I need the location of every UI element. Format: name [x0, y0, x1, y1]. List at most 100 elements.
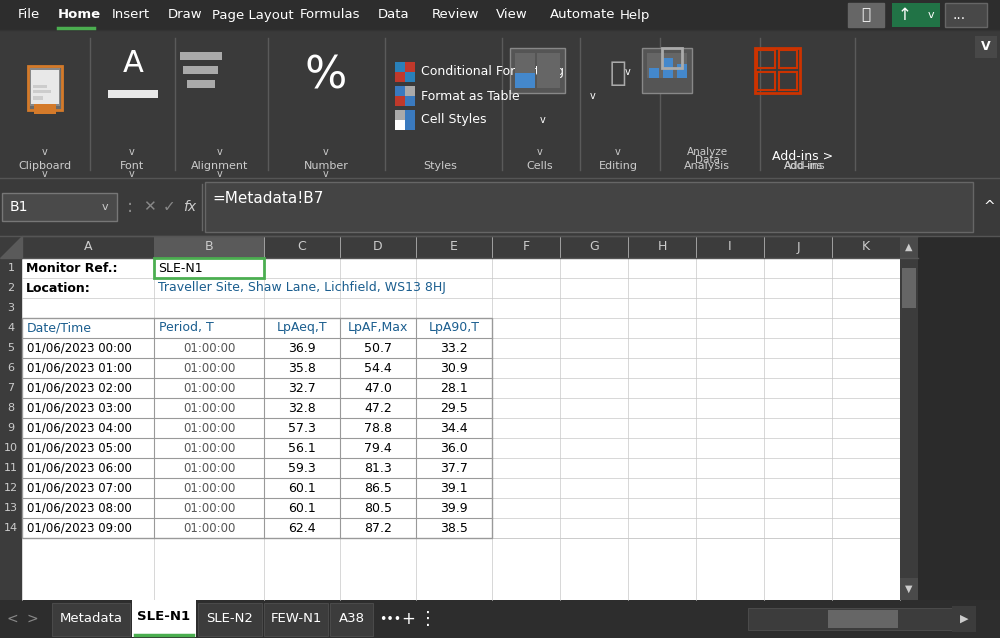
Bar: [264, 603, 328, 636]
Bar: [395, 86, 415, 106]
Text: C: C: [298, 241, 306, 253]
Bar: [395, 110, 415, 130]
Text: 01:00:00: 01:00:00: [183, 441, 235, 454]
Text: View: View: [496, 8, 528, 22]
Bar: [52, 603, 130, 636]
Text: v: v: [323, 169, 329, 179]
Text: 2: 2: [7, 283, 15, 293]
Text: D: D: [373, 241, 383, 253]
Text: Page Layout: Page Layout: [212, 8, 294, 22]
Text: v: v: [102, 202, 109, 212]
Text: V: V: [981, 40, 991, 54]
Text: Metadata: Metadata: [60, 612, 122, 625]
Text: 01/06/2023 07:00: 01/06/2023 07:00: [27, 482, 132, 494]
Text: Data: Data: [378, 8, 410, 22]
Bar: [20, 58, 70, 118]
Text: Add-ins: Add-ins: [783, 161, 823, 171]
Text: :: :: [127, 198, 133, 216]
Text: A38: A38: [338, 612, 364, 625]
Text: Draw: Draw: [168, 8, 203, 22]
Text: 87.2: 87.2: [364, 521, 392, 535]
Bar: [0, 518, 22, 538]
Text: B: B: [205, 241, 213, 253]
Text: 39.9: 39.9: [440, 501, 468, 514]
Bar: [0, 498, 22, 518]
Bar: [198, 603, 262, 636]
Bar: [31, 70, 59, 104]
Text: Analysis: Analysis: [684, 161, 730, 171]
Text: 01/06/2023 05:00: 01/06/2023 05:00: [27, 441, 132, 454]
Text: Home: Home: [58, 8, 101, 22]
Text: ▶: ▶: [960, 614, 968, 624]
Text: File: File: [18, 8, 40, 22]
Bar: [515, 73, 535, 88]
Text: J: J: [796, 241, 800, 253]
Polygon shape: [0, 236, 22, 258]
Text: 32.8: 32.8: [288, 401, 316, 415]
Bar: [28, 66, 62, 110]
Text: 36.0: 36.0: [440, 441, 468, 454]
Text: Insert: Insert: [112, 8, 150, 22]
Text: 01/06/2023 03:00: 01/06/2023 03:00: [27, 401, 132, 415]
Text: Formulas: Formulas: [300, 8, 360, 22]
Bar: [677, 64, 687, 78]
Bar: [205, 182, 973, 232]
Text: 01/06/2023 06:00: 01/06/2023 06:00: [27, 461, 132, 475]
Text: 13: 13: [4, 503, 18, 513]
Text: 01:00:00: 01:00:00: [183, 362, 235, 375]
Bar: [180, 52, 222, 60]
Text: ...: ...: [952, 8, 965, 22]
Bar: [779, 72, 797, 90]
Bar: [0, 236, 918, 258]
Bar: [662, 48, 682, 68]
Text: <: <: [6, 612, 18, 626]
Bar: [900, 236, 918, 600]
Text: H: H: [657, 241, 667, 253]
Text: E: E: [450, 241, 458, 253]
Bar: [892, 3, 940, 27]
Text: Styles: Styles: [423, 161, 457, 171]
Bar: [975, 36, 997, 58]
Text: 29.5: 29.5: [440, 401, 468, 415]
Text: Format as Table: Format as Table: [421, 89, 520, 103]
Bar: [0, 478, 22, 498]
Bar: [0, 278, 22, 298]
Bar: [132, 600, 196, 637]
Text: Conditional Formatting: Conditional Formatting: [421, 66, 564, 78]
Bar: [748, 608, 960, 630]
Text: v: v: [540, 115, 546, 125]
Bar: [0, 318, 22, 338]
Text: Monitor Ref.:: Monitor Ref.:: [26, 262, 118, 274]
Text: ▼: ▼: [905, 584, 913, 594]
Text: ↑: ↑: [898, 6, 912, 24]
Bar: [395, 120, 405, 130]
Bar: [22, 236, 900, 600]
Text: 86.5: 86.5: [364, 482, 392, 494]
Bar: [900, 578, 918, 600]
Text: v: v: [537, 147, 543, 157]
Text: LpA90,T: LpA90,T: [428, 322, 480, 334]
Bar: [395, 62, 405, 72]
Bar: [30, 68, 60, 106]
Polygon shape: [0, 236, 22, 258]
Text: Location:: Location:: [26, 281, 91, 295]
Bar: [649, 68, 659, 78]
Bar: [0, 0, 1000, 30]
Bar: [0, 378, 22, 398]
Text: 62.4: 62.4: [288, 521, 316, 535]
Text: 32.7: 32.7: [288, 382, 316, 394]
Text: 57.3: 57.3: [288, 422, 316, 434]
Bar: [183, 66, 218, 74]
Text: 01/06/2023 02:00: 01/06/2023 02:00: [27, 382, 132, 394]
Text: •••: •••: [379, 612, 401, 625]
Bar: [33, 85, 47, 88]
Text: SLE-N2: SLE-N2: [207, 612, 253, 625]
Text: 59.3: 59.3: [288, 461, 316, 475]
Text: 10: 10: [4, 443, 18, 453]
Text: v: v: [625, 67, 631, 77]
Text: 8: 8: [7, 403, 15, 413]
Bar: [0, 178, 1000, 236]
Text: LpAF,Max: LpAF,Max: [348, 322, 408, 334]
Text: 01/06/2023 04:00: 01/06/2023 04:00: [27, 422, 132, 434]
Text: 37.7: 37.7: [440, 461, 468, 475]
